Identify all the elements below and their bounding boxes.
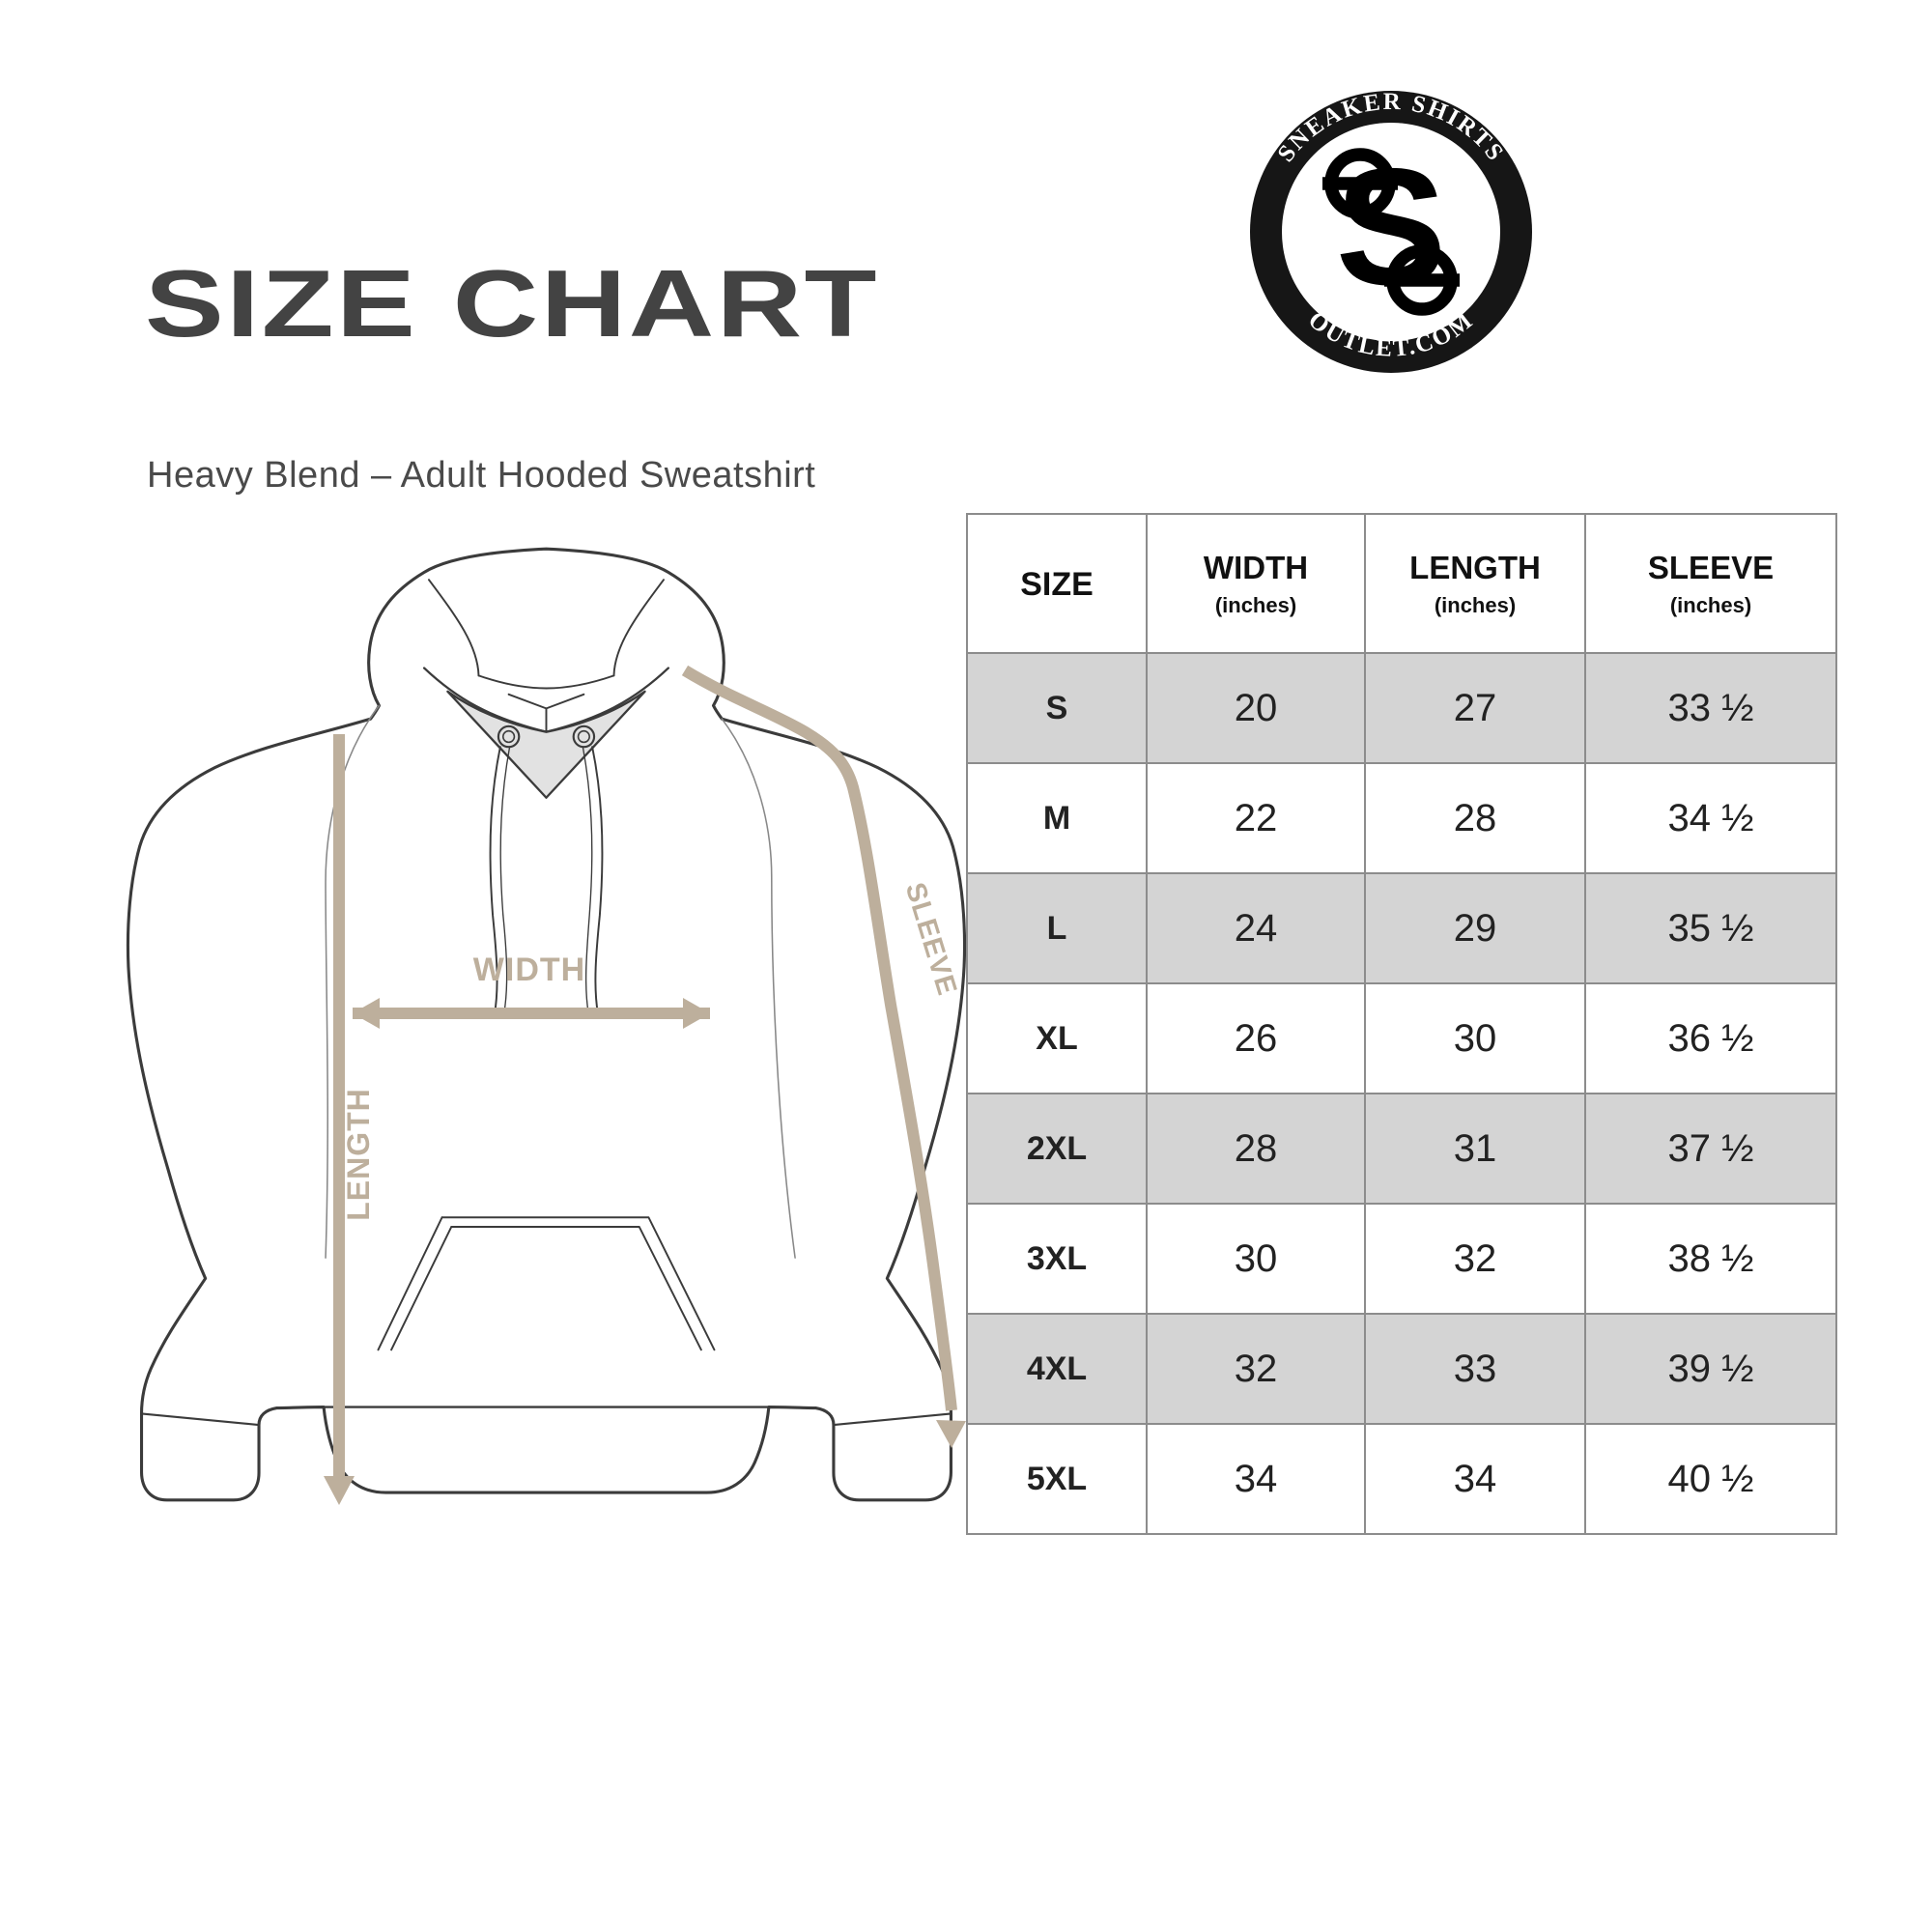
svg-text:WIDTH: WIDTH — [473, 952, 585, 988]
svg-text:SLEEVE: SLEEVE — [899, 879, 963, 1000]
svg-text:LENGTH: LENGTH — [341, 1088, 376, 1221]
